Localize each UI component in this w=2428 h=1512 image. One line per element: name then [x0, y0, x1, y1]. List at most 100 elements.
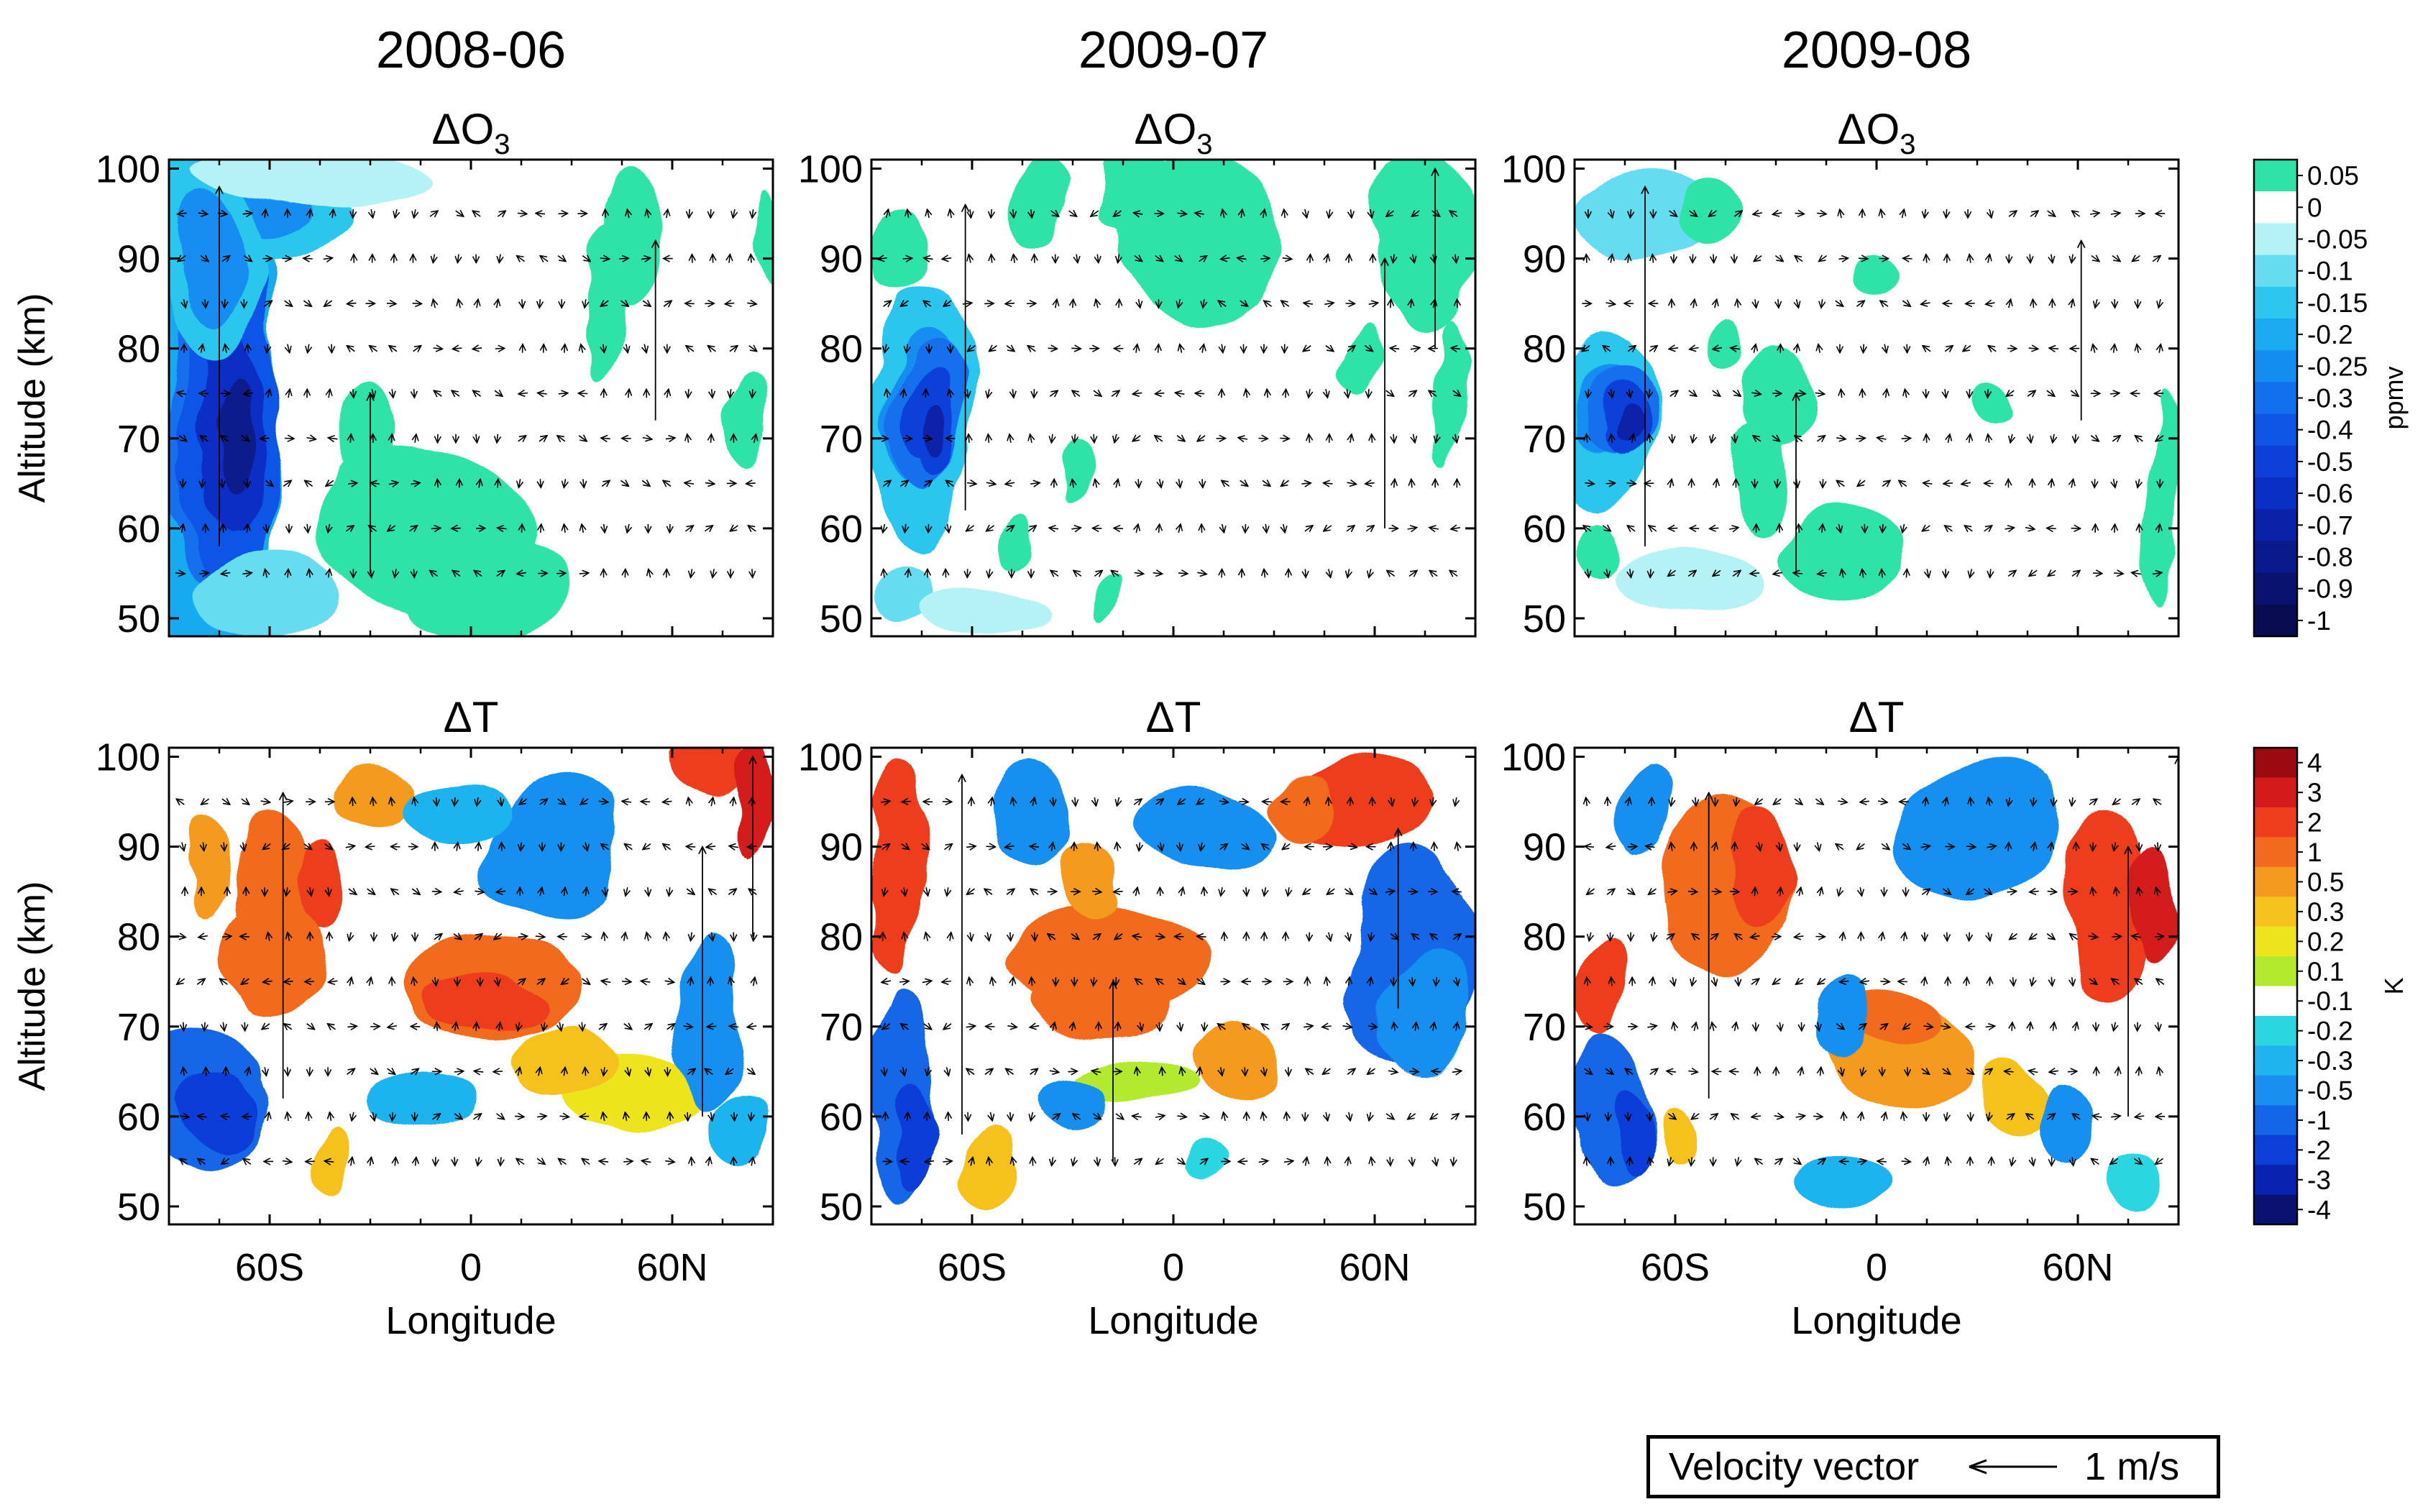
velocity-vector — [1092, 1114, 1101, 1119]
velocity-vector — [604, 933, 605, 941]
velocity-vector — [2093, 344, 2095, 353]
velocity-vector — [328, 887, 329, 896]
panel-temperature-2009-07: 50 60 70 80 90 100 60S 0 60N ΔT Longitude — [798, 693, 1477, 1342]
velocity-vector — [1969, 255, 1971, 263]
velocity-vector — [1324, 526, 1332, 531]
velocity-vector — [535, 936, 545, 937]
velocity-vector — [1195, 393, 1205, 394]
velocity-vector — [1451, 348, 1460, 349]
velocity-vector — [265, 569, 267, 578]
velocity-vector — [473, 1114, 482, 1119]
velocity-vector — [496, 1114, 505, 1119]
velocity-vector — [730, 389, 731, 398]
velocity-vector — [984, 303, 994, 304]
velocity-vector — [2110, 213, 2120, 214]
velocity-vector — [371, 209, 372, 218]
velocity-vector — [1030, 483, 1040, 485]
x-tick-label: 0 — [460, 1246, 482, 1289]
velocity-vector — [1711, 434, 1713, 443]
reference-arrow-icon — [1969, 1459, 2058, 1475]
velocity-vector — [605, 209, 606, 219]
velocity-vector — [601, 844, 610, 850]
velocity-vector — [986, 526, 995, 531]
velocity-vector — [413, 346, 421, 352]
velocity-vector — [2049, 348, 2058, 349]
velocity-vector — [1856, 301, 1864, 306]
velocity-vector — [347, 346, 355, 352]
velocity-vector — [1304, 303, 1314, 304]
velocity-vector — [1132, 393, 1142, 394]
velocity-vector — [1222, 344, 1223, 353]
velocity-vector — [198, 213, 208, 214]
x-tick-label: 60N — [1339, 1246, 1410, 1289]
velocity-vector — [1155, 256, 1163, 262]
colorbar-label: 0.3 — [2307, 897, 2344, 927]
velocity-vector — [1050, 211, 1059, 216]
velocity-vector — [1713, 570, 1721, 576]
velocity-vector — [260, 801, 270, 802]
velocity-vector — [1841, 569, 1843, 578]
velocity-vector — [1970, 569, 1972, 577]
velocity-vector — [1795, 256, 1803, 262]
velocity-vector — [221, 799, 230, 805]
velocity-vector — [1393, 434, 1394, 443]
velocity-vector — [585, 1067, 586, 1076]
velocity-vector — [883, 301, 892, 306]
contour-region — [1371, 160, 1475, 322]
velocity-vector — [1049, 528, 1059, 529]
velocity-vector — [370, 346, 378, 352]
colorbar-label: 2 — [2307, 808, 2322, 838]
velocity-vector — [1877, 1161, 1887, 1162]
velocity-vector — [943, 1024, 952, 1030]
velocity-vector — [1369, 1112, 1371, 1121]
velocity-vector — [455, 1022, 457, 1031]
velocity-vector — [1414, 434, 1416, 443]
velocity-vector — [1906, 569, 1907, 578]
velocity-vector — [691, 932, 692, 941]
velocity-vector — [1898, 981, 1907, 982]
velocity-vector — [1411, 211, 1420, 216]
velocity-vector — [1137, 1067, 1138, 1076]
velocity-vector — [1218, 1024, 1226, 1030]
velocity-vector — [1132, 1116, 1142, 1117]
velocity-vector — [1988, 434, 1989, 443]
velocity-vector — [643, 1024, 652, 1030]
velocity-vector — [500, 1157, 501, 1165]
velocity-vector — [1118, 254, 1119, 263]
velocity-vector — [1728, 528, 1738, 530]
velocity-vector — [493, 1071, 503, 1072]
velocity-vector — [688, 797, 690, 807]
velocity-vector — [1322, 1068, 1331, 1074]
velocity-vector — [1074, 843, 1075, 851]
velocity-vector — [1068, 1071, 1078, 1072]
velocity-vector — [2028, 348, 2038, 349]
velocity-vector — [347, 1026, 357, 1027]
velocity-vector — [1286, 1112, 1287, 1121]
velocity-vector — [268, 389, 270, 398]
velocity-vector — [619, 258, 628, 259]
y-tick-label: 60 — [1523, 1096, 1566, 1139]
velocity-vector — [386, 303, 396, 304]
velocity-vector — [351, 1157, 352, 1166]
velocity-vector — [540, 479, 541, 487]
velocity-vector — [882, 1024, 891, 1030]
velocity-vector — [394, 255, 395, 263]
velocity-vector — [330, 1112, 331, 1122]
velocity-vector — [663, 801, 672, 802]
contour-region — [713, 1098, 766, 1170]
velocity-vector — [1050, 570, 1059, 576]
velocity-vector — [663, 480, 672, 486]
velocity-vector — [666, 1024, 675, 1030]
velocity-vector — [2089, 213, 2099, 214]
colorbar-swatch — [2254, 1165, 2297, 1196]
velocity-vector — [2010, 434, 2012, 443]
velocity-vector — [1116, 977, 1117, 986]
colorbar-swatch — [2254, 1105, 2297, 1136]
velocity-vector — [329, 569, 330, 578]
velocity-vector — [686, 889, 695, 894]
velocity-vector — [665, 438, 675, 439]
velocity-vector — [1371, 1157, 1373, 1166]
velocity-vector — [454, 1071, 464, 1072]
velocity-vector — [2051, 254, 2053, 263]
velocity-vector-value: 1 m/s — [2084, 1445, 2180, 1488]
